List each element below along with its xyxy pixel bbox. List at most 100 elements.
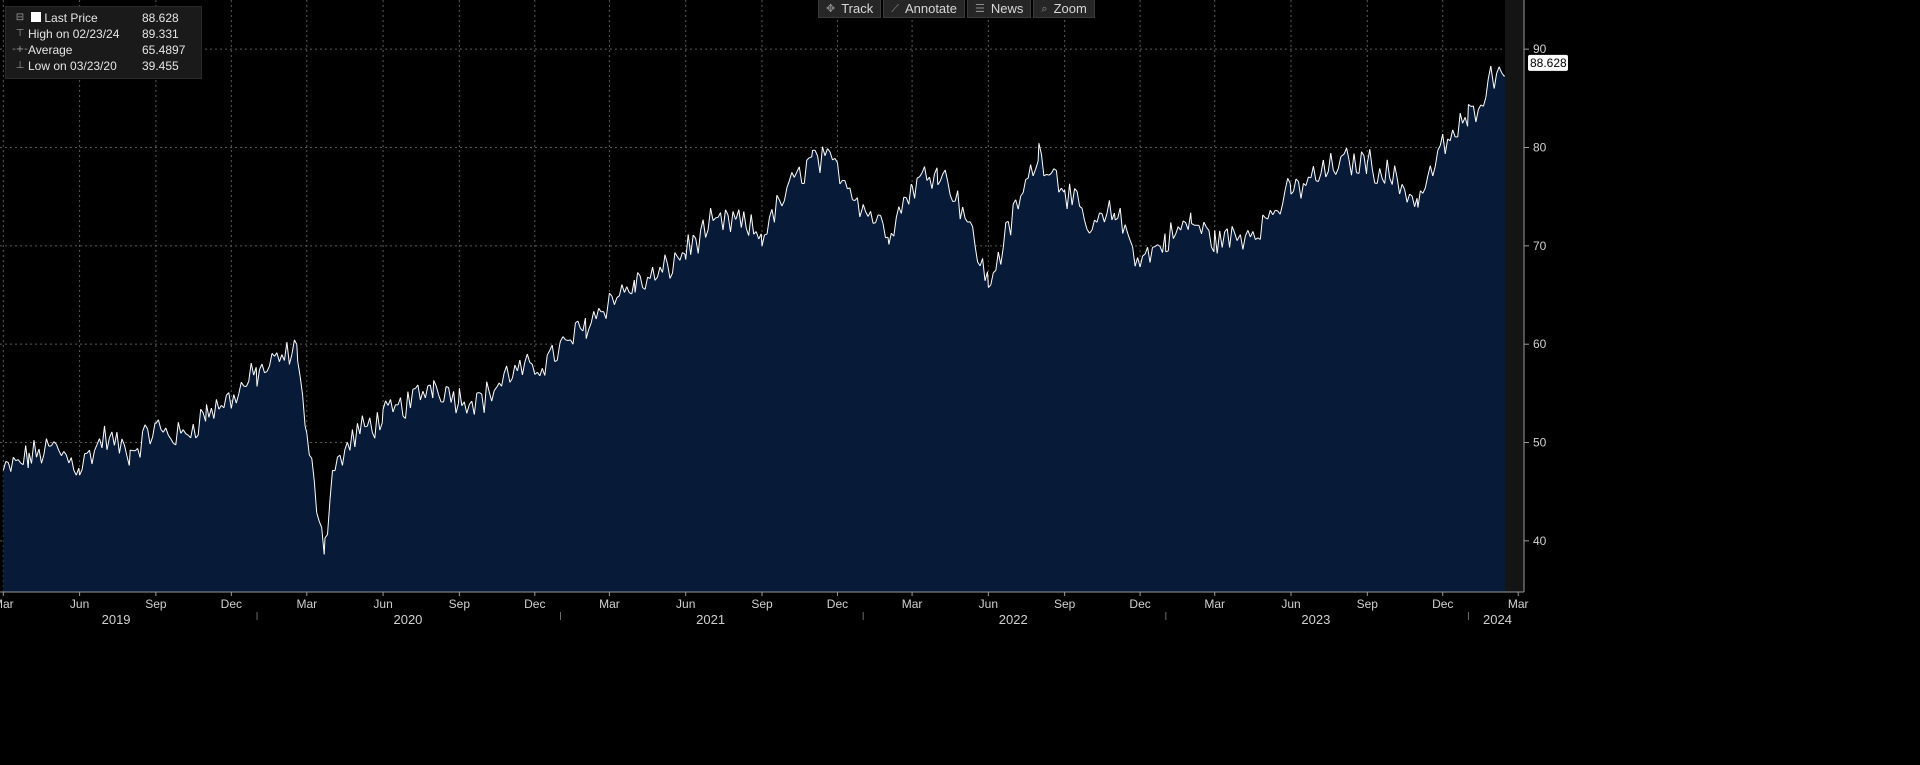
price-line-segment: [819, 146, 823, 173]
price-line-segment: [1424, 175, 1429, 189]
price-line-segment: [824, 148, 828, 156]
price-line-segment: [1216, 230, 1221, 254]
price-line-segment: [616, 295, 620, 299]
price-line-segment: [865, 211, 869, 217]
legend-row-low[interactable]: ⊥ Low on 03/23/20 39.455: [12, 58, 196, 74]
price-line-segment: [1058, 187, 1062, 193]
price-line-segment: [264, 370, 268, 374]
price-line-segment: [218, 405, 222, 410]
price-line-segment: [1111, 212, 1115, 221]
price-line-segment: [397, 397, 401, 406]
price-line-segment: [664, 254, 668, 265]
price-line-segment: [382, 400, 387, 410]
price-line-segment: [435, 385, 440, 396]
price-line-segment: [1293, 178, 1297, 192]
price-line-segment: [1182, 220, 1186, 224]
annotate-button[interactable]: ⟋ Annotate: [883, 0, 965, 18]
price-line-segment: [893, 217, 897, 237]
price-line-segment: [1165, 250, 1169, 253]
news-button[interactable]: ☰ News: [967, 0, 1032, 18]
price-line-segment: [526, 353, 531, 363]
price-line-segment: [595, 308, 600, 320]
price-line-segment: [27, 452, 30, 469]
price-line-segment: [957, 190, 961, 220]
price-line-segment: [1071, 188, 1076, 206]
price-line-segment: [1363, 155, 1367, 175]
price-line-segment: [811, 150, 814, 158]
price-line-segment: [182, 429, 187, 434]
price-line-segment: [419, 391, 424, 401]
price-line-segment: [1050, 168, 1055, 174]
price-line-segment: [162, 427, 167, 433]
zoom-button[interactable]: ⌕ Zoom: [1033, 0, 1095, 18]
price-line-segment: [308, 454, 313, 459]
collapse-icon[interactable]: ⊟: [15, 12, 25, 23]
price-line-segment: [1032, 169, 1037, 177]
legend-row-high[interactable]: ⊤ High on 02/23/24 89.331: [12, 26, 196, 42]
price-line-segment: [79, 469, 83, 476]
price-line-segment: [1379, 168, 1383, 179]
price-line-segment: [880, 215, 884, 225]
price-line-segment: [781, 200, 785, 207]
price-line-segment: [1391, 165, 1396, 185]
x-year-label: 2020: [393, 612, 422, 627]
price-line-segment: [687, 234, 692, 255]
legend-row-last-price[interactable]: ⊟ Last Price 88.628: [12, 10, 196, 26]
price-line-segment: [278, 354, 283, 362]
price-line-segment: [503, 365, 508, 374]
price-line-segment: [121, 438, 125, 446]
price-line-segment: [323, 537, 326, 555]
price-line-segment: [771, 209, 775, 223]
price-line-segment: [1396, 177, 1401, 195]
price-line-segment: [22, 445, 27, 465]
price-line-segment: [116, 432, 120, 454]
price-line-segment: [995, 251, 999, 271]
price-line-segment: [369, 417, 373, 433]
price-line-segment: [608, 293, 610, 300]
price-line-segment: [519, 359, 523, 375]
price-line-segment: [1086, 229, 1090, 234]
chart-legend[interactable]: ⊟ Last Price 88.628 ⊤ High on 02/23/24 8…: [5, 6, 202, 79]
price-line-segment: [483, 381, 488, 413]
price-line-segment: [488, 391, 493, 402]
price-line-segment: [1498, 66, 1503, 73]
price-line-segment: [603, 311, 607, 319]
price-line-segment: [769, 209, 773, 218]
x-tick-label: Mar: [599, 597, 620, 611]
price-line-segment: [1124, 224, 1129, 234]
price-line-segment: [390, 399, 394, 413]
price-line-segment: [351, 429, 356, 448]
price-line-segment: [1452, 129, 1456, 138]
pencil-icon: ⟋: [891, 1, 899, 15]
price-line-segment: [118, 438, 123, 454]
price-line-segment: [1353, 153, 1357, 173]
price-line-segment: [341, 449, 346, 466]
price-line-segment: [376, 412, 381, 431]
price-line-segment: [1305, 176, 1309, 186]
price-line-segment: [618, 284, 623, 296]
price-line-segment: [123, 444, 128, 457]
price-line-segment: [1332, 169, 1337, 175]
price-line-segment: [509, 377, 513, 383]
price-line-segment: [1420, 190, 1424, 194]
price-line-segment: [715, 216, 719, 219]
price-line-segment: [910, 183, 913, 186]
magnifier-icon: ⌕: [1041, 1, 1048, 15]
price-line-segment: [1226, 228, 1231, 248]
price-line-segment: [1279, 203, 1284, 215]
price-line-segment: [1351, 153, 1355, 176]
price-line-segment: [982, 258, 986, 281]
price-line-segment: [942, 169, 946, 175]
price-line-segment: [149, 436, 154, 445]
price-line-segment: [1386, 159, 1391, 179]
price-line-segment: [1152, 246, 1156, 248]
price-line-segment: [959, 206, 964, 220]
track-button[interactable]: ✥ Track: [818, 0, 882, 18]
price-line-segment: [223, 395, 227, 408]
price-line-segment: [1190, 212, 1192, 224]
legend-row-average[interactable]: -+- Average 65.4897: [12, 42, 196, 58]
price-line-segment: [506, 365, 510, 379]
price-line-segment: [755, 231, 760, 240]
